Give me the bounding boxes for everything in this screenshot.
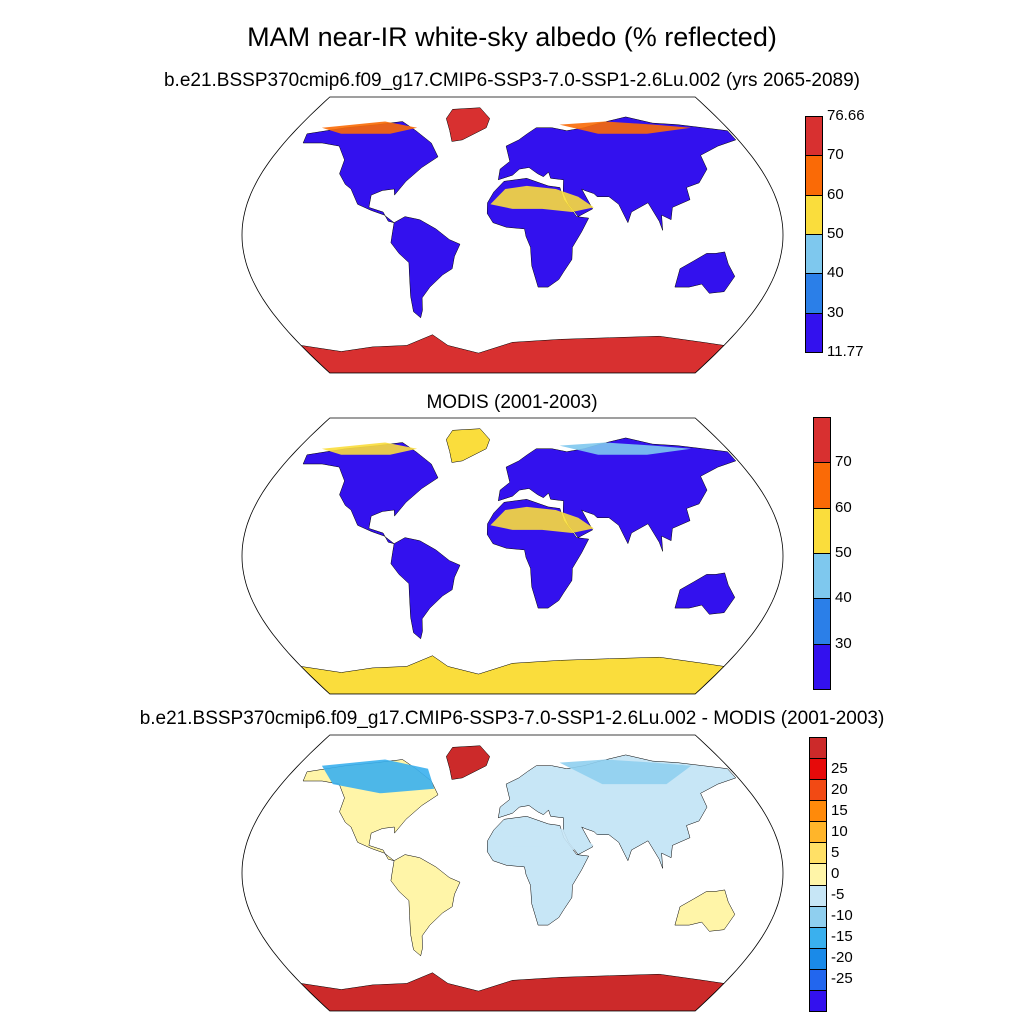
colorbar-box [813, 598, 831, 645]
region-sahara [490, 823, 594, 850]
colorbar-label: -20 [831, 949, 853, 967]
region-sahara [490, 506, 594, 533]
continent-namerica [302, 121, 439, 223]
colorbar-box [809, 821, 827, 844]
figure-title: MAM near-IR white-sky albedo (% reflecte… [247, 22, 777, 52]
continent-greenland [446, 745, 490, 780]
continent-eurasia [497, 437, 737, 552]
colorbar-box [805, 116, 823, 157]
region-siberia [559, 121, 692, 134]
colorbar-box [813, 417, 831, 464]
colorbar-label: -10 [831, 907, 853, 925]
continent-eurasia [497, 116, 737, 231]
colorbar-box [809, 842, 827, 865]
continent-eurasia [497, 754, 737, 869]
colorbar-box [805, 312, 823, 353]
map-outline [241, 417, 784, 695]
region-canada [321, 759, 435, 794]
continent-samerica [390, 537, 461, 640]
colorbar-box [809, 779, 827, 802]
continent-australia [674, 889, 736, 932]
region-siberia [559, 442, 692, 455]
continent-samerica [390, 216, 461, 319]
continent-samerica [390, 854, 461, 957]
colorbar-label: -25 [831, 970, 853, 988]
colorbar-label: 76.66 [827, 107, 865, 124]
colorbar-label: 30 [827, 303, 844, 321]
colorbar-label: 60 [827, 185, 844, 203]
region-sahara [490, 185, 594, 212]
map-outline [241, 96, 784, 374]
colorbar-label: 5 [831, 843, 840, 861]
colorbar-label: 11.77 [827, 343, 864, 360]
panel-1-subtitle: b.e21.BSSP370cmip6.f09_g17.CMIP6-SSP3-7.… [163, 70, 861, 91]
colorbar-label: 10 [831, 822, 848, 840]
panel-1-map [241, 96, 784, 374]
colorbar-label: 40 [835, 589, 852, 607]
continent-greenland [446, 428, 490, 463]
colorbar-label: -15 [831, 928, 853, 946]
colorbar-box [809, 905, 827, 928]
colorbar-box [813, 643, 831, 690]
colorbar-box [809, 737, 827, 760]
continent-greenland [446, 107, 490, 142]
colorbar-label: 50 [827, 225, 844, 242]
continent-namerica [302, 442, 439, 544]
colorbar-box [813, 507, 831, 554]
colorbar-label: 20 [831, 780, 848, 798]
region-arctic [321, 442, 418, 455]
colorbar-label: 15 [831, 801, 848, 819]
colorbar-box [813, 553, 831, 600]
colorbar-label: 50 [835, 544, 852, 561]
colorbar-box [805, 194, 823, 235]
panel-3-subtitle: b.e21.BSSP370cmip6.f09_g17.CMIP6-SSP3-7.… [139, 708, 885, 729]
colorbar-label: 0 [831, 865, 840, 882]
colorbar-box [809, 968, 827, 991]
colorbar-box [805, 273, 823, 314]
region-siberia [559, 759, 692, 785]
colorbar-box [809, 947, 827, 970]
colorbar-box [809, 800, 827, 823]
colorbar-box [809, 884, 827, 907]
panel-2-map [241, 417, 784, 695]
colorbar-box [809, 989, 827, 1012]
panel-2-subtitle: MODIS (2001-2003) [426, 392, 598, 413]
colorbar-box [809, 863, 827, 886]
continent-australia [674, 572, 736, 615]
colorbar-box [809, 926, 827, 949]
colorbar-box [813, 462, 831, 509]
region-arctic [321, 121, 418, 134]
continent-australia [674, 251, 736, 294]
colorbar-label: 40 [827, 264, 844, 282]
colorbar-label: 60 [835, 498, 852, 516]
map-outline [241, 734, 784, 1012]
panel-3-map [241, 734, 784, 1012]
colorbar-label: 25 [831, 759, 848, 777]
colorbar-label: 70 [835, 453, 852, 471]
colorbar-box [805, 155, 823, 196]
colorbar-label: 70 [827, 146, 844, 164]
colorbar-box [809, 758, 827, 781]
colorbar-label: -5 [831, 886, 845, 904]
colorbar-label: 30 [835, 634, 852, 652]
colorbar-box [805, 234, 823, 275]
